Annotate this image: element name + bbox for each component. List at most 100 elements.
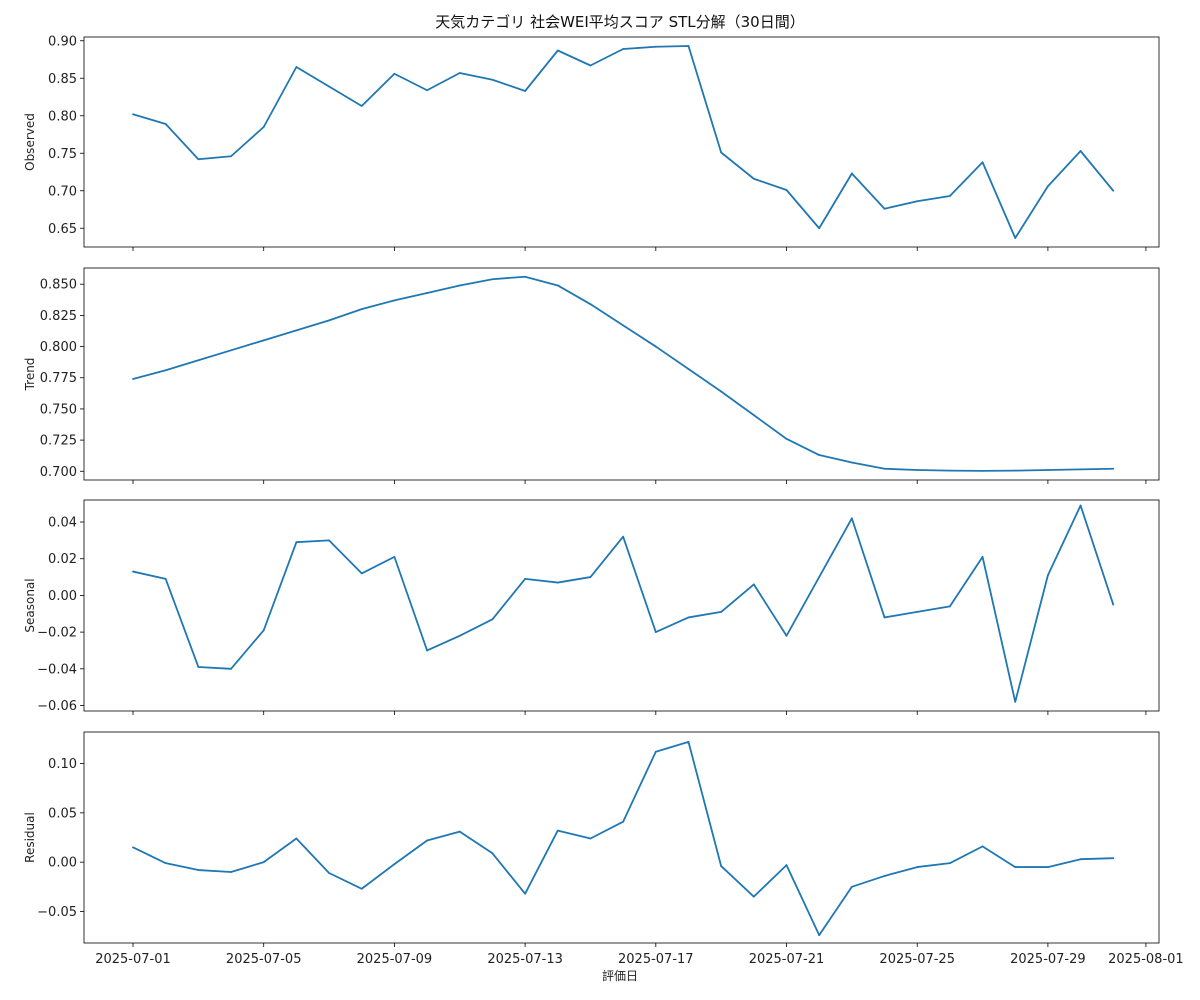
data-point <box>589 837 592 840</box>
y-tick-label: −0.04 <box>37 662 77 677</box>
data-point <box>948 605 951 608</box>
data-point <box>360 308 363 311</box>
y-tick-label: 0.775 <box>40 371 77 386</box>
data-point <box>948 469 951 472</box>
data-point <box>262 126 265 128</box>
data-point <box>818 576 821 578</box>
data-point <box>360 572 363 575</box>
data-point <box>720 151 723 154</box>
data-point <box>524 578 527 580</box>
data-point <box>262 629 265 632</box>
data-point <box>1079 468 1082 471</box>
data-point <box>1079 150 1082 152</box>
x-tick-label: 2025-07-13 <box>487 952 563 967</box>
data-point <box>654 45 657 48</box>
data-point <box>785 189 788 191</box>
data-point <box>393 72 396 75</box>
data-point <box>458 72 461 74</box>
data-point <box>883 616 886 619</box>
data-point <box>687 45 690 47</box>
data-point <box>164 578 167 580</box>
data-point <box>556 829 559 832</box>
data-point <box>524 275 527 278</box>
data-point <box>752 895 755 898</box>
data-point <box>230 155 232 158</box>
data-point <box>981 555 984 558</box>
x-tick-label: 2025-07-09 <box>357 952 433 967</box>
data-point <box>687 740 690 743</box>
data-point <box>1047 185 1049 188</box>
panel-residual: −0.05 0.00 0.05 0.10 Residual 2025-07-01 2025-… <box>23 731 1184 967</box>
data-point <box>850 885 853 888</box>
data-point <box>654 345 657 348</box>
chart-title: 天気カテゴリ 社会WEI平均スコア STL分解（30日間） <box>435 13 804 31</box>
data-point <box>1079 858 1082 861</box>
data-point <box>1047 574 1049 577</box>
x-tick-label: 2025-07-21 <box>749 952 825 967</box>
data-point <box>393 863 396 866</box>
y-tick-label: 0.00 <box>48 856 77 871</box>
data-point <box>589 576 592 578</box>
data-point <box>426 839 428 842</box>
x-axis-label: 評価日 <box>602 968 638 983</box>
data-point <box>295 329 298 332</box>
data-point <box>164 369 167 372</box>
data-point <box>491 852 494 855</box>
y-tick-label: 0.80 <box>48 109 77 124</box>
data-point <box>197 359 200 362</box>
y-tick-label: 0.02 <box>48 552 77 567</box>
series-line-trend <box>132 275 1114 472</box>
data-point <box>818 934 821 937</box>
data-point <box>1047 469 1049 471</box>
data-point <box>687 616 690 619</box>
data-point <box>948 862 951 865</box>
panel-frame <box>83 36 1160 248</box>
series-line-observed <box>132 45 1114 239</box>
data-point <box>458 830 461 833</box>
data-point <box>1112 857 1115 860</box>
data-point <box>622 535 625 538</box>
series-line-seasonal <box>132 504 1115 703</box>
data-point <box>1014 237 1017 239</box>
data-point <box>622 820 625 823</box>
data-point <box>458 634 461 637</box>
x-tick-label: 2025-07-05 <box>226 952 302 967</box>
data-point <box>556 284 559 287</box>
data-point <box>491 618 494 621</box>
data-point <box>785 864 788 867</box>
data-point <box>752 583 755 586</box>
data-point <box>360 105 363 107</box>
data-point <box>1014 700 1017 703</box>
data-point <box>1079 504 1082 507</box>
data-point <box>262 861 265 864</box>
data-point <box>360 887 363 890</box>
data-point <box>458 284 461 287</box>
data-point <box>524 90 527 92</box>
data-point <box>850 172 853 175</box>
data-point <box>916 469 919 471</box>
data-point <box>295 66 298 68</box>
data-point <box>393 555 396 558</box>
data-point <box>164 123 167 125</box>
y-tick-label: 0.65 <box>48 222 77 237</box>
data-point <box>1112 189 1115 192</box>
data-point <box>328 319 330 322</box>
data-point <box>883 467 886 470</box>
data-point <box>720 390 723 393</box>
data-point <box>295 837 298 840</box>
data-point <box>818 227 821 230</box>
data-point <box>589 303 592 306</box>
data-point <box>654 631 657 633</box>
y-axis-label: Trend <box>23 358 37 392</box>
panel-frame <box>83 731 1160 944</box>
data-point <box>197 158 200 161</box>
panel-seasonal: −0.06 −0.04 −0.02 0.00 0.02 0.04 Seasonal <box>23 499 1160 715</box>
panel-observed: 0.65 0.70 0.75 0.80 0.85 0.90 Observed <box>23 34 1160 251</box>
y-tick-label: 0.85 <box>48 72 77 87</box>
data-point <box>720 611 723 613</box>
data-point <box>328 872 330 874</box>
y-tick-label: −0.05 <box>37 905 77 920</box>
panel-frame <box>83 499 1160 712</box>
data-point <box>981 845 984 848</box>
